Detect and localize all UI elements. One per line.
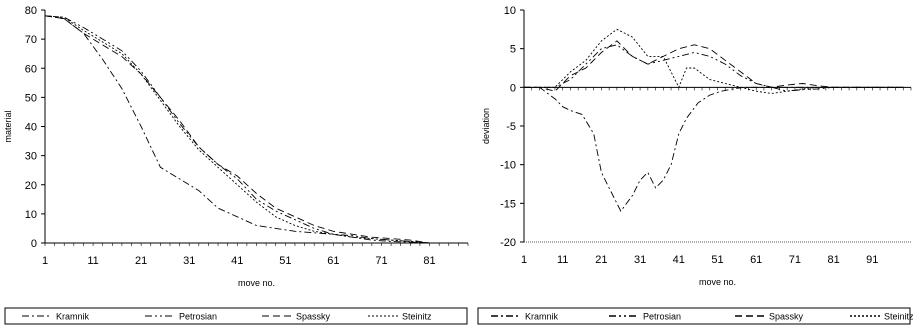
x-tick-label: 21 <box>595 254 607 266</box>
y-tick-label: 10 <box>504 5 516 17</box>
x-tick-label: 81 <box>827 254 839 266</box>
legend-label-kramnik: Kramnik <box>525 312 559 322</box>
y-tick-label: 40 <box>25 122 37 134</box>
x-tick-label: 61 <box>327 255 339 267</box>
x-tick-label: 61 <box>750 254 762 266</box>
legend-label-petrosian: Petrosian <box>179 312 217 322</box>
series-line-petrosian <box>44 15 468 244</box>
x-tick-label: 21 <box>135 255 147 267</box>
x-tick-label: 31 <box>183 255 195 267</box>
x-tick-label: 11 <box>87 255 98 267</box>
legend-box <box>4 307 468 325</box>
legend-label-spassky: Spassky <box>769 312 804 322</box>
series-line-steinitz <box>524 28 904 94</box>
y-tick-label: -10 <box>500 160 516 172</box>
y-axis-title: material <box>3 110 13 142</box>
x-tick-label: 71 <box>375 255 387 267</box>
legend-label-steinitz: Steinitz <box>402 312 432 322</box>
x-tick-label: 31 <box>634 254 646 266</box>
legend-box <box>477 307 911 325</box>
legend-label-petrosian: Petrosian <box>643 312 681 322</box>
x-tick-label: 71 <box>789 254 801 266</box>
x-tick-label: 41 <box>673 254 685 266</box>
y-tick-label: 10 <box>25 209 37 221</box>
y-tick-label: 50 <box>25 92 37 104</box>
legend-label-kramnik: Kramnik <box>56 312 90 322</box>
y-tick-label: 60 <box>25 63 37 75</box>
y-tick-label: 20 <box>25 180 37 192</box>
y-tick-label: 0 <box>510 82 516 94</box>
series-line-spassky <box>44 15 468 244</box>
y-tick-label: -5 <box>506 121 516 133</box>
series-line-kramnik <box>524 86 904 212</box>
y-tick-label: 5 <box>510 44 516 56</box>
x-tick-label: 51 <box>279 255 291 267</box>
series-line-spassky <box>524 40 904 92</box>
x-tick-label: 11 <box>557 254 568 266</box>
y-tick-label: 30 <box>25 151 37 163</box>
y-tick-label: 0 <box>31 238 37 250</box>
x-tick-label: 1 <box>42 255 48 267</box>
x-tick-label: 91 <box>866 254 878 266</box>
x-tick-label: 41 <box>231 255 243 267</box>
series-line-steinitz <box>44 15 468 244</box>
series-line-kramnik <box>44 15 468 244</box>
x-tick-label: 81 <box>423 255 435 267</box>
y-tick-label: 80 <box>25 5 37 17</box>
x-axis-title: move no. <box>699 277 736 287</box>
y-tick-label: 70 <box>25 34 37 46</box>
x-axis-title: move no. <box>238 278 275 288</box>
x-tick-label: 1 <box>521 254 527 266</box>
y-axis-title: deviation <box>481 108 491 144</box>
x-tick-label: 51 <box>711 254 723 266</box>
y-tick-label: -15 <box>500 198 516 210</box>
y-tick-label: -20 <box>500 237 516 249</box>
legend-label-steinitz: Steinitz <box>884 312 913 322</box>
legend-label-spassky: Spassky <box>296 312 331 322</box>
